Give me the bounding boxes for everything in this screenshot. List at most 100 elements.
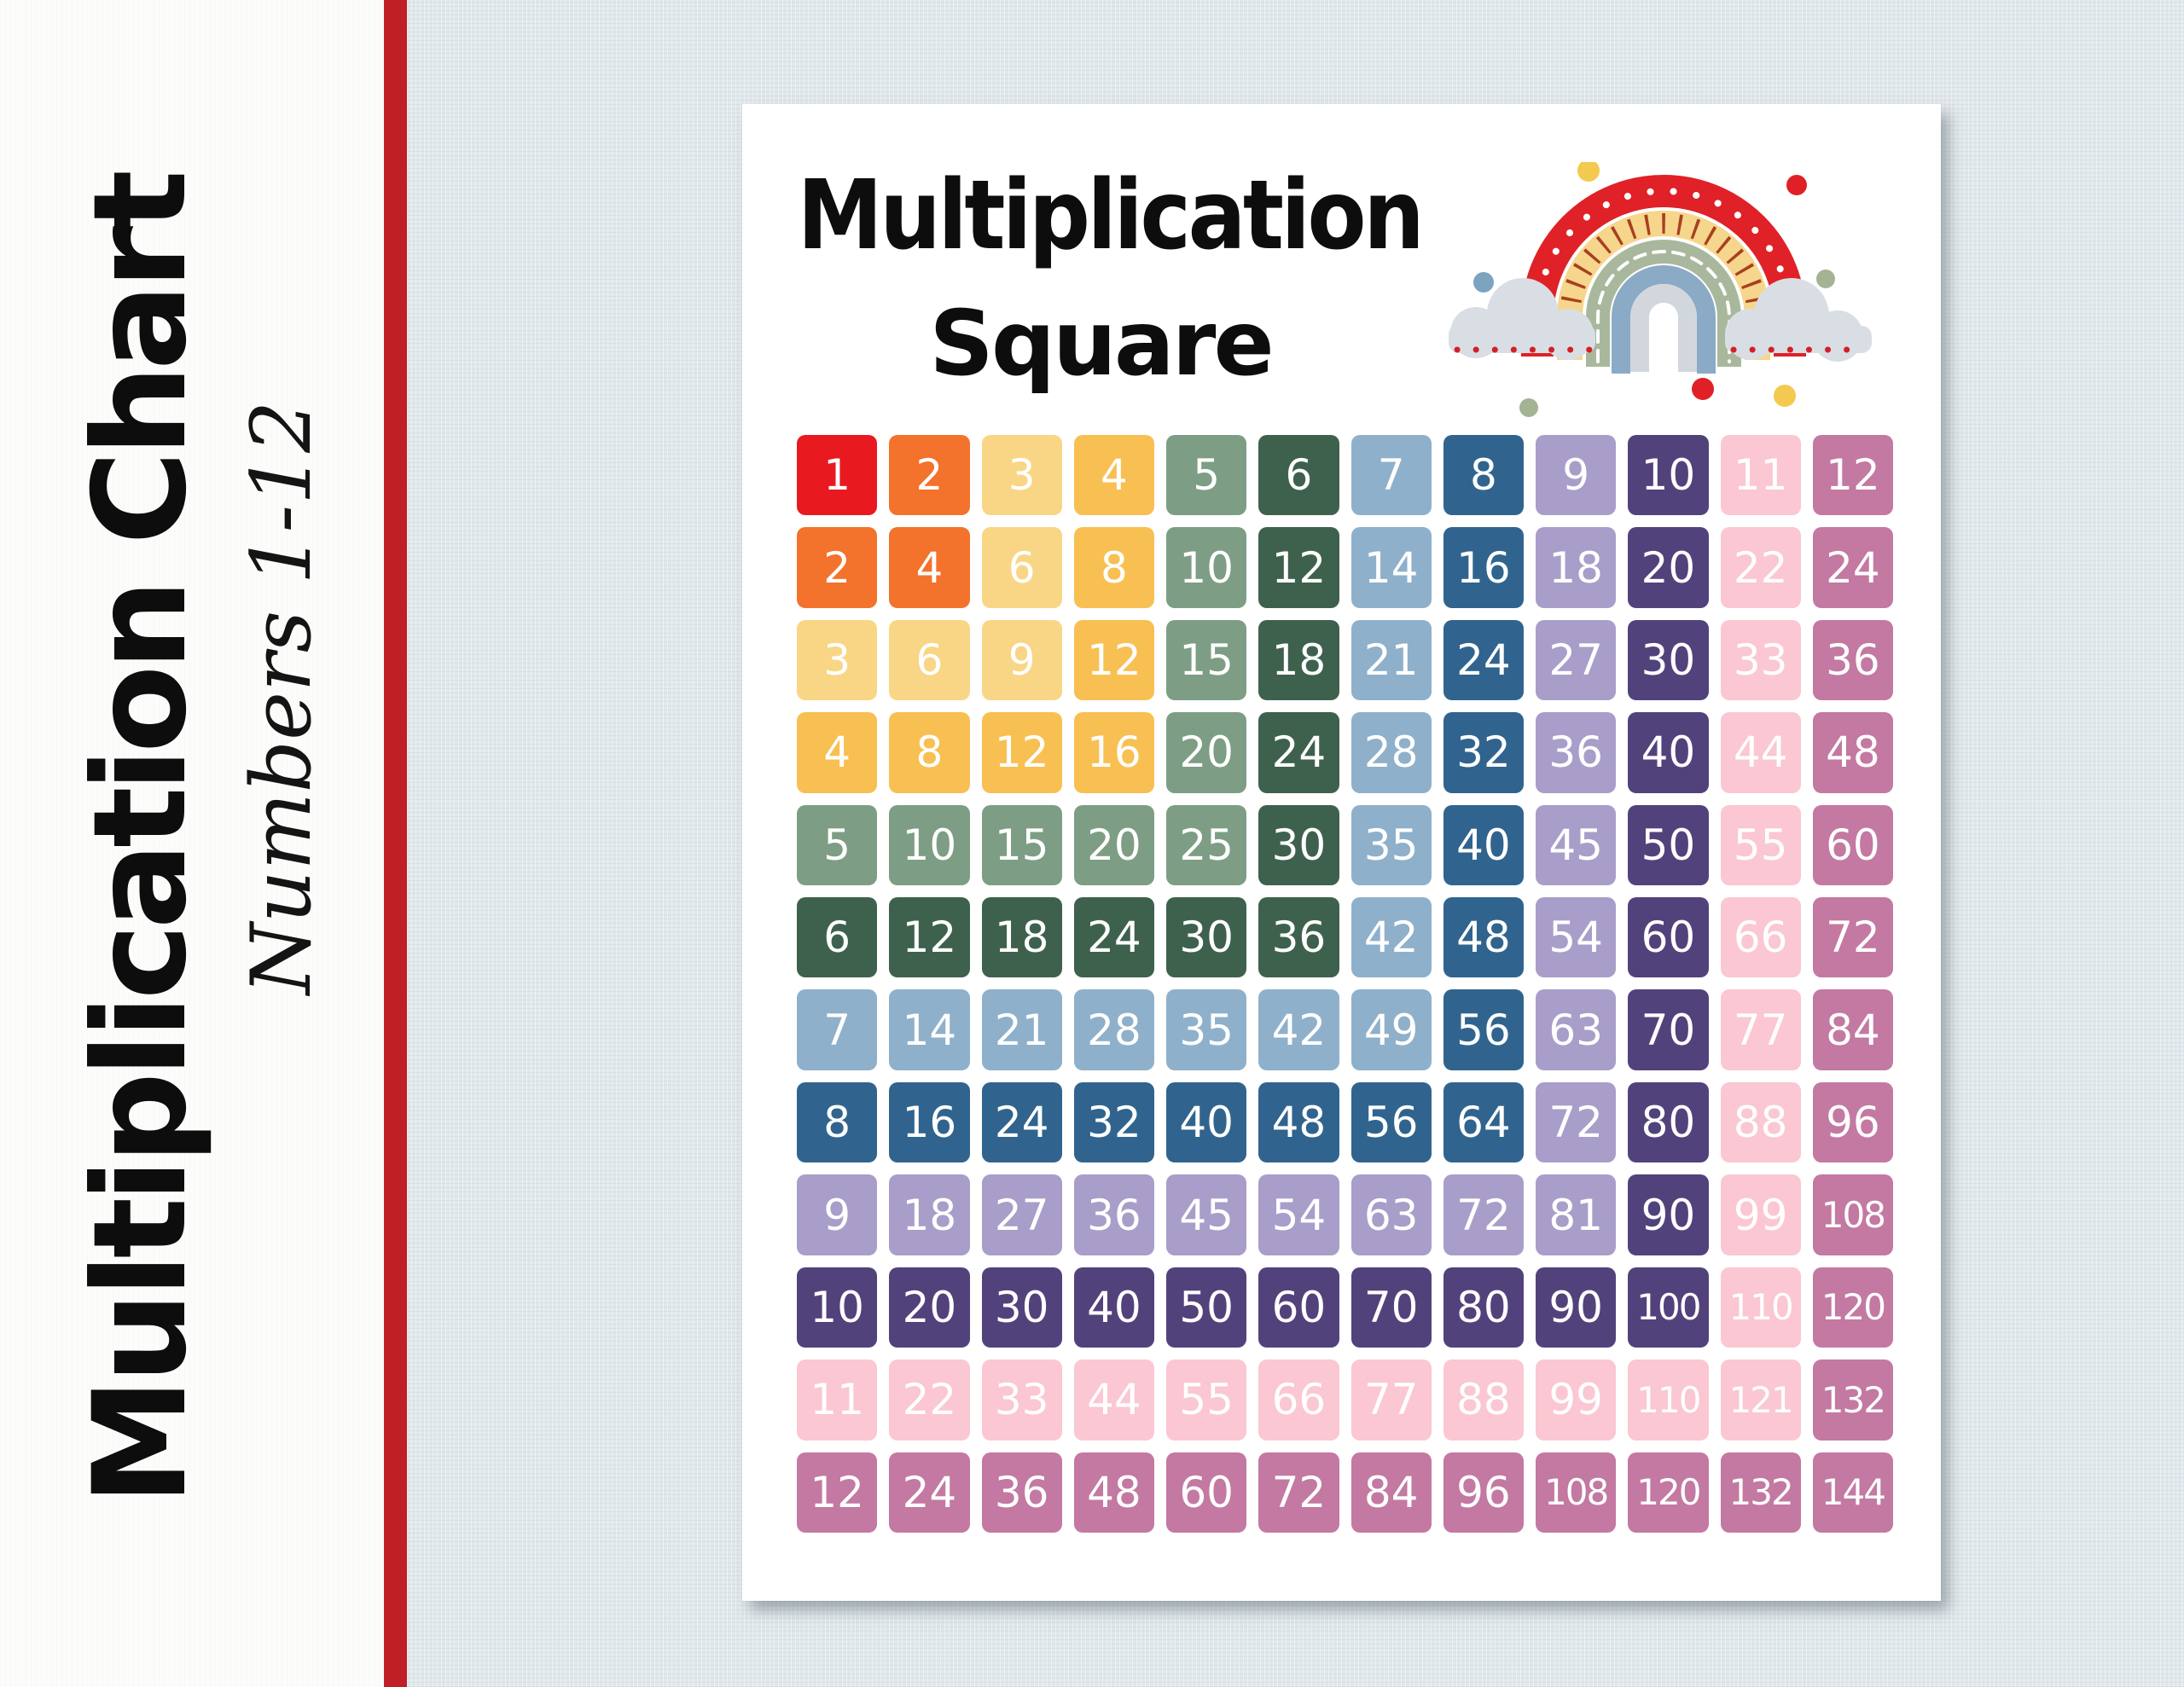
grid-cell: 11 (1720, 435, 1801, 516)
grid-cell: 108 (1536, 1452, 1617, 1533)
grid-cell: 110 (1628, 1359, 1709, 1441)
grid-cell: 45 (1166, 1174, 1247, 1255)
cloud-left (1449, 278, 1595, 360)
grid-cell: 36 (1258, 897, 1339, 978)
grid-cell: 77 (1350, 1359, 1432, 1441)
scatter-dot (1816, 270, 1835, 288)
grid-cell: 40 (1166, 1081, 1247, 1163)
grid-cell: 24 (1258, 712, 1339, 793)
grid-cell: 44 (1073, 1359, 1154, 1441)
grid-cell: 63 (1350, 1174, 1432, 1255)
rainbow-yellow-band-ticks (1560, 213, 1768, 318)
grid-cell: 6 (889, 619, 970, 701)
grid-cell: 72 (1812, 897, 1893, 978)
rainbow-illustration (1449, 162, 1872, 417)
grid-cell: 2 (889, 435, 970, 516)
vertical-product-subtitle: Numbers 1-12 (234, 400, 329, 995)
grid-cell: 10 (889, 804, 970, 886)
grid-cell: 63 (1536, 989, 1617, 1070)
grid-cell: 50 (1166, 1267, 1247, 1348)
poster-title: Multiplication Square (764, 157, 1438, 397)
grid-cell: 48 (1443, 897, 1524, 978)
grid-cell: 24 (889, 1452, 970, 1533)
grid-cell: 6 (981, 527, 1062, 608)
grid-cell: 60 (1812, 804, 1893, 886)
grid-cell: 6 (797, 897, 878, 978)
grid-cell: 33 (1720, 619, 1801, 701)
grid-cell: 77 (1720, 989, 1801, 1070)
grid-cell: 10 (797, 1267, 878, 1348)
poster-card: Multiplication Square (742, 104, 1941, 1601)
scatter-dot (1473, 272, 1494, 293)
grid-cell: 49 (1350, 989, 1432, 1070)
grid-cell: 3 (797, 619, 878, 701)
grid-cell: 84 (1812, 989, 1893, 1070)
rainbow-gray-band (1630, 284, 1697, 372)
grid-cell: 54 (1258, 1174, 1339, 1255)
grid-cell: 7 (797, 989, 878, 1070)
grid-cell: 4 (797, 712, 878, 793)
grid-cell: 48 (1258, 1081, 1339, 1163)
grid-cell: 66 (1258, 1359, 1339, 1441)
grid-cell: 56 (1350, 1081, 1432, 1163)
grid-cell: 18 (1536, 527, 1617, 608)
grid-cell: 6 (1258, 435, 1339, 516)
grid-cell: 56 (1443, 989, 1524, 1070)
grid-cell: 80 (1628, 1081, 1709, 1163)
poster-title-line1: Multiplication (797, 160, 1425, 271)
grid-cell: 12 (1812, 435, 1893, 516)
grid-cell: 24 (1812, 527, 1893, 608)
grid-cell: 90 (1628, 1174, 1709, 1255)
scatter-dot (1692, 378, 1714, 400)
grid-cell: 60 (1258, 1267, 1339, 1348)
grid-cell: 24 (1073, 897, 1154, 978)
grid-cell: 18 (981, 897, 1062, 978)
grid-cell: 48 (1812, 712, 1893, 793)
grid-cell: 12 (1258, 527, 1339, 608)
grid-cell: 27 (981, 1174, 1062, 1255)
grid-cell: 55 (1166, 1359, 1247, 1441)
vertical-product-title: Multiplication Chart (67, 175, 215, 1505)
grid-cell: 7 (1350, 435, 1432, 516)
grid-cell: 99 (1536, 1359, 1617, 1441)
grid-cell: 70 (1350, 1267, 1432, 1348)
grid-cell: 120 (1628, 1452, 1709, 1533)
grid-cell: 25 (1166, 804, 1247, 886)
grid-cell: 2 (797, 527, 878, 608)
grid-cell: 28 (1350, 712, 1432, 793)
grid-cell: 35 (1166, 989, 1247, 1070)
grid-cell: 8 (889, 712, 970, 793)
grid-cell: 81 (1536, 1174, 1617, 1255)
grid-cell: 40 (1628, 712, 1709, 793)
grid-cell: 32 (1073, 1081, 1154, 1163)
grid-cell: 8 (797, 1081, 878, 1163)
grid-cell: 16 (1443, 527, 1524, 608)
grid-cell: 4 (1073, 435, 1154, 516)
grid-cell: 21 (1350, 619, 1432, 701)
grid-cell: 132 (1720, 1452, 1801, 1533)
grid-cell: 4 (889, 527, 970, 608)
grid-cell: 55 (1720, 804, 1801, 886)
grid-cell: 72 (1443, 1174, 1524, 1255)
grid-cell: 99 (1720, 1174, 1801, 1255)
grid-cell: 30 (1166, 897, 1247, 978)
grid-cell: 35 (1350, 804, 1432, 886)
grid-cell: 20 (1073, 804, 1154, 886)
grid-cell: 5 (1166, 435, 1247, 516)
grid-cell: 24 (981, 1081, 1062, 1163)
grid-cell: 22 (889, 1359, 970, 1441)
grid-cell: 64 (1443, 1081, 1524, 1163)
grid-cell: 42 (1258, 989, 1339, 1070)
cloud-right (1725, 278, 1872, 362)
grid-cell: 96 (1443, 1452, 1524, 1533)
grid-cell: 5 (797, 804, 878, 886)
grid-cell: 108 (1812, 1174, 1893, 1255)
grid-cell: 44 (1720, 712, 1801, 793)
grid-cell: 88 (1720, 1081, 1801, 1163)
red-divider-stripe (384, 0, 407, 1687)
grid-cell: 88 (1443, 1359, 1524, 1441)
grid-cell: 144 (1812, 1452, 1893, 1533)
grid-cell: 9 (797, 1174, 878, 1255)
grid-cell: 10 (1628, 435, 1709, 516)
grid-cell: 40 (1073, 1267, 1154, 1348)
